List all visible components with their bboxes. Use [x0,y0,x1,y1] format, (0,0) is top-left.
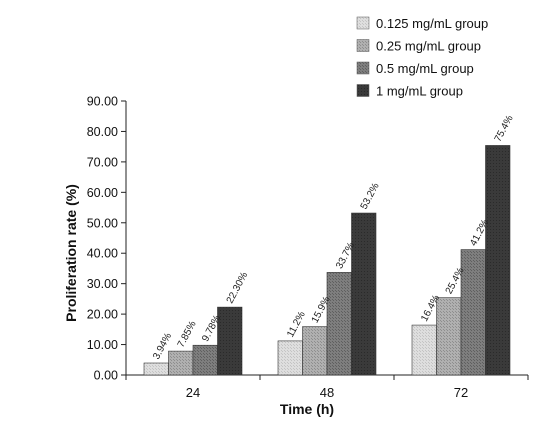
bar [277,340,303,376]
x-tick-label: 24 [186,385,200,400]
legend-item: 1 mg/mL group [356,84,463,99]
legend: 0.125 mg/mL group 0.25 mg/mL group 0.5 mg/… [356,16,488,99]
legend-swatch [356,16,370,30]
x-axis-title: Time (h) [280,401,334,417]
y-tick-label: 40.00 [87,247,118,261]
y-tick-label: 70.00 [87,155,118,169]
legend-swatch [356,61,370,75]
data-label: 53.2% [359,181,382,211]
bar [411,324,437,376]
bar [143,362,169,376]
legend-item: 0.5 mg/mL group [356,61,474,76]
y-tick-label: 20.00 [87,308,118,322]
bar [168,350,194,376]
x-tick-label: 48 [320,385,334,400]
y-tick-label: 50.00 [87,216,118,230]
x-axis: 24 48 72 [125,374,529,400]
legend-item: 0.25 mg/mL group [356,39,481,54]
legend-label: 1 mg/mL group [376,84,463,99]
legend-label: 0.5 mg/mL group [376,61,474,76]
bar [217,306,243,376]
bar [460,249,486,376]
y-tick-label: 10.00 [87,338,118,352]
y-axis-title: Proliferation rate (%) [63,184,79,322]
bar [436,297,462,376]
legend-item: 0.125 mg/mL group [356,16,488,31]
y-tick-label: 0.00 [94,369,118,383]
y-tick-label: 60.00 [87,186,118,200]
legend-swatch [356,39,370,52]
bar [302,326,328,376]
data-label: 75.4% [493,114,516,144]
y-tick-label: 80.00 [87,125,118,139]
legend-label: 0.125 mg/mL group [376,16,488,31]
bars [143,145,511,376]
y-tick-label: 30.00 [87,277,118,291]
data-label: 22.30% [225,270,251,305]
bar [485,145,511,376]
y-tick-label: 90.00 [87,95,118,109]
bar [326,272,352,376]
y-axis: 0.00 10.00 20.00 30.00 40.00 50.00 60.00 70.00 8… [87,95,127,383]
legend-label: 0.25 mg/mL group [376,39,481,54]
bar [192,344,218,376]
x-tick-label: 72 [454,385,468,400]
bar [351,212,377,376]
legend-swatch [356,84,370,97]
